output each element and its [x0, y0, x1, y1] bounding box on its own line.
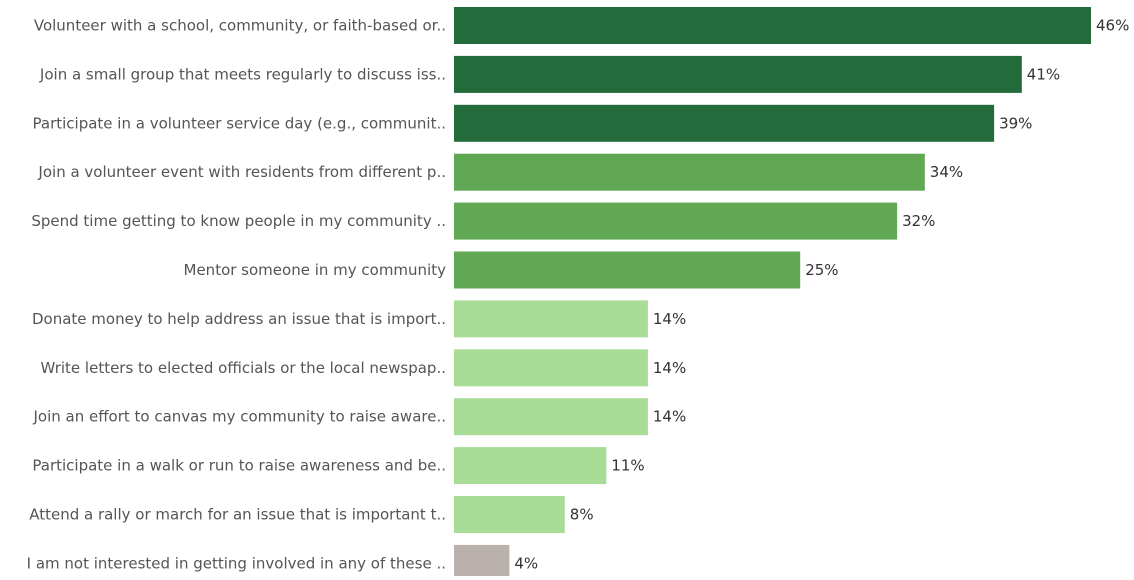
- value-label-12: 4%: [514, 554, 538, 572]
- category-label-2: Join a small group that meets regularly …: [39, 65, 446, 83]
- bar-12: [454, 544, 510, 580]
- value-label-1: 46%: [1096, 17, 1129, 35]
- category-label-7: Donate money to help address an issue th…: [32, 310, 446, 328]
- category-label-11: Attend a rally or march for an issue tha…: [29, 506, 446, 524]
- bar-4: [454, 153, 925, 191]
- category-label-8: Write letters to elected officials or th…: [41, 359, 446, 377]
- category-label-10: Participate in a walk or run to raise aw…: [32, 457, 446, 475]
- category-label-1: Volunteer with a school, community, or f…: [34, 17, 446, 35]
- bar-2: [454, 55, 1022, 93]
- category-label-5: Spend time getting to know people in my …: [31, 212, 446, 230]
- value-label-8: 14%: [653, 359, 686, 377]
- bar-3: [454, 104, 995, 142]
- bar-8: [454, 349, 648, 387]
- category-label-12: I am not interested in getting involved …: [27, 554, 446, 572]
- value-label-2: 41%: [1027, 65, 1060, 83]
- value-label-5: 32%: [902, 212, 935, 230]
- bar-7: [454, 300, 648, 338]
- value-label-6: 25%: [805, 261, 838, 279]
- category-label-6: Mentor someone in my community: [184, 261, 447, 279]
- category-label-3: Participate in a volunteer service day (…: [33, 114, 446, 132]
- category-label-9: Join an effort to canvas my community to…: [32, 408, 446, 426]
- value-label-10: 11%: [611, 457, 644, 475]
- bar-9: [454, 398, 648, 436]
- value-label-9: 14%: [653, 408, 686, 426]
- category-label-4: Join a volunteer event with residents fr…: [37, 163, 446, 181]
- value-label-4: 34%: [930, 163, 963, 181]
- value-label-3: 39%: [999, 114, 1032, 132]
- value-label-11: 8%: [570, 506, 594, 524]
- value-label-7: 14%: [653, 310, 686, 328]
- bar-5: [454, 202, 898, 240]
- bar-11: [454, 496, 565, 533]
- bar-10: [454, 447, 607, 485]
- bar-6: [454, 251, 801, 289]
- bar-1: [454, 7, 1091, 44]
